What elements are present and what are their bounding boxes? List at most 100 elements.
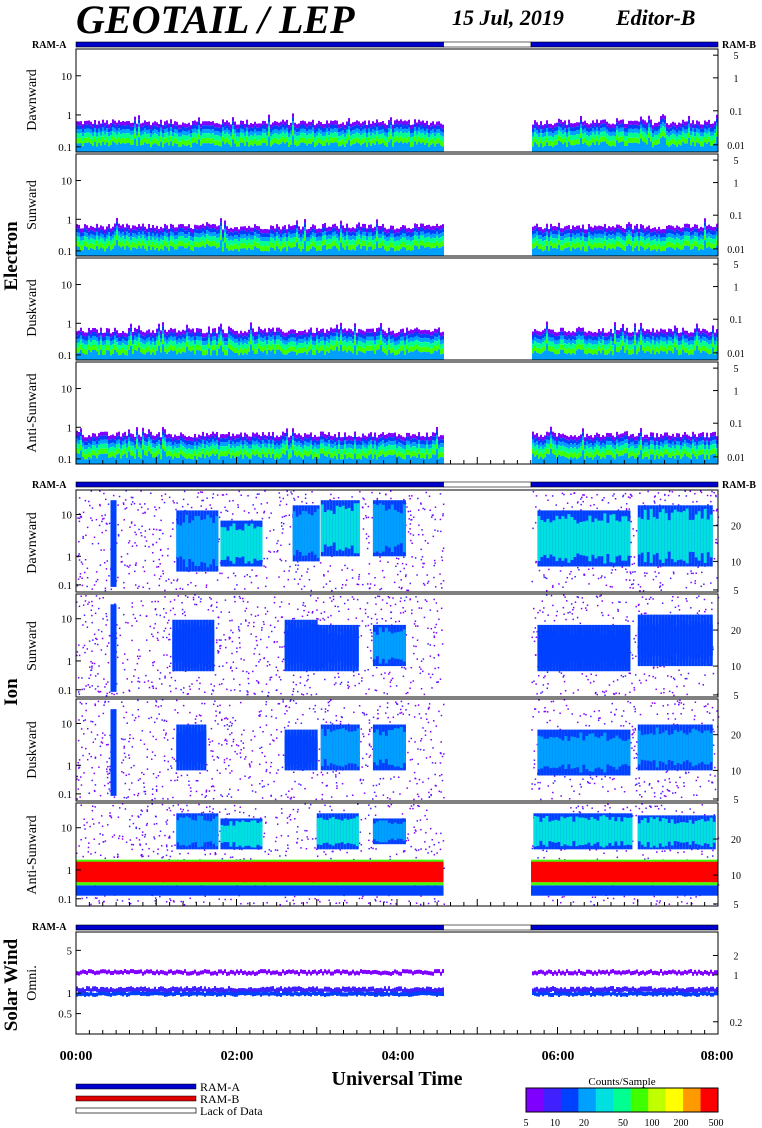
electron-right-axis-2-label-2: 0.1 xyxy=(730,315,743,326)
ion-left-axis-0-label-0: 10 xyxy=(61,509,73,521)
x-tick-label-0000: 00:00 xyxy=(60,1049,93,1064)
electron-right-axis-3-label-1: 1 xyxy=(734,387,739,398)
electron-panel-2-frame xyxy=(75,257,719,361)
ion-right-axis-1-label-2: 5 xyxy=(734,691,739,702)
ion-panel-0-frame xyxy=(75,489,719,593)
ion-right-axis-1-label-0: 20 xyxy=(731,626,741,637)
ion-left-axis-3-label-0: 10 xyxy=(61,823,73,835)
x-tick-label-0200: 02:00 xyxy=(221,1049,254,1064)
ram-a-label-top: RAM-A xyxy=(32,40,67,51)
electron-left-axis-0-label-0: 10 xyxy=(61,71,73,83)
panel-label-ion-antisunward: Anti-Sunward xyxy=(25,815,40,894)
panel-label-solar-wind-omni: Omni. xyxy=(25,965,40,1000)
ram-bar-ion-segment-2 xyxy=(530,481,719,488)
ion-left-axis-3-label-1: 1 xyxy=(67,865,73,877)
solar-wind-right-axis-label-1: 1 xyxy=(734,971,739,982)
ion-right-axis-0-label-2: 5 xyxy=(734,586,739,597)
ram-b-label-mid: RAM-B xyxy=(722,480,756,491)
ion-left-axis-3-label-2: 0.1 xyxy=(58,894,72,906)
electron-right-axis-3-label-2: 0.1 xyxy=(730,419,743,430)
electron-right-axis-3-label-0: 5 xyxy=(734,364,739,375)
electron-right-axis-1-label-3: 0.01 xyxy=(727,245,745,256)
colorbar-tick-200: 200 xyxy=(674,1118,689,1128)
electron-left-axis-2-label-0: 10 xyxy=(61,280,73,292)
ion-right-axis-2-label-2: 5 xyxy=(734,795,739,806)
electron-left-axis-2-label-2: 0.1 xyxy=(58,350,72,362)
solar-wind-spectrogram xyxy=(76,969,718,997)
ion-right-axis-1-label-1: 10 xyxy=(731,662,741,673)
ram-b-label-top: RAM-B xyxy=(722,40,756,51)
panel-label-ion-sunward: Sunward xyxy=(25,621,40,671)
electron-left-axis-1-label-1: 1 xyxy=(67,214,73,226)
colorbar-tick-20: 20 xyxy=(579,1118,589,1128)
plot-editor: Editor-B xyxy=(615,5,695,30)
x-tick-label-0800: 08:00 xyxy=(701,1049,734,1064)
legend-ram-b-label: RAM-B xyxy=(200,1092,239,1106)
group-label-ion: Ion xyxy=(1,678,22,706)
electron-left-axis-3-label-0: 10 xyxy=(61,384,73,396)
electron-panel-1-frame xyxy=(75,153,719,257)
ion-right-axis-0-label-0: 20 xyxy=(731,522,741,533)
ion-left-axis-2-label-0: 10 xyxy=(61,718,73,730)
colorbar-step-0 xyxy=(526,1088,544,1112)
electron-left-axis-3-label-2: 0.1 xyxy=(58,454,72,466)
electron-right-axis-0-label-3: 0.01 xyxy=(727,141,745,152)
plot-date: 15 Jul, 2019 xyxy=(452,5,564,30)
ion-left-axis-0-label-2: 0.1 xyxy=(58,580,72,592)
solar-wind-left-axis-label-1: 1 xyxy=(67,988,73,1000)
electron-right-axis-0-label-1: 1 xyxy=(734,74,739,85)
legend-lack-label: Lack of Data xyxy=(200,1104,263,1118)
group-label-electron: Electron xyxy=(1,221,22,291)
electron-right-axis-1-label-0: 5 xyxy=(734,156,739,167)
electron-right-axis-1-label-1: 1 xyxy=(734,179,739,190)
ram-bar-solar-wind-segment-0 xyxy=(75,924,444,931)
electron-left-axis-0-label-2: 0.1 xyxy=(58,142,72,154)
electron-right-axis-0-label-0: 5 xyxy=(734,51,739,62)
ion-left-axis-1-label-1: 1 xyxy=(67,656,73,668)
colorbar-step-5 xyxy=(613,1088,632,1112)
colorbar-step-7 xyxy=(648,1088,667,1112)
ram-bar-electron-segment-2 xyxy=(530,41,719,48)
ion-right-axis-3-label-0: 20 xyxy=(731,835,741,846)
x-axis-label: Universal Time xyxy=(332,1068,463,1090)
ion-left-axis-2-label-2: 0.1 xyxy=(58,789,72,801)
ion-left-axis-2-label-1: 1 xyxy=(67,760,73,772)
ram-a-label-sw: RAM-A xyxy=(32,922,67,933)
colorbar-title: Counts/Sample xyxy=(588,1076,655,1088)
ion-right-axis-3-label-1: 10 xyxy=(731,871,741,882)
ion-spectrogram-1 xyxy=(76,594,720,697)
electron-left-axis-3-label-1: 1 xyxy=(67,422,73,434)
legend-ram-a-label: RAM-A xyxy=(200,1080,240,1094)
electron-right-axis-1-label-2: 0.1 xyxy=(730,211,743,222)
solar-wind-left-axis-label-2: 0.5 xyxy=(58,1009,72,1021)
ion-panel-1-frame xyxy=(75,593,719,698)
ram-bar-electron-segment-0 xyxy=(75,41,444,48)
colorbar-step-3 xyxy=(578,1088,597,1112)
ram-bar-electron-segment-1 xyxy=(443,41,532,48)
ion-right-axis-3-label-2: 5 xyxy=(734,900,739,911)
colorbar-step-9 xyxy=(683,1088,702,1112)
colorbar-tick-500: 500 xyxy=(709,1118,724,1128)
colorbar-step-8 xyxy=(665,1088,684,1112)
colorbar-step-6 xyxy=(630,1088,649,1112)
group-label-solar-wind: Solar Wind xyxy=(1,938,22,1031)
electron-right-axis-2-label-3: 0.01 xyxy=(727,349,745,360)
panel-label-electron-duskward: Duskward xyxy=(25,279,40,337)
colorbar-tick-10: 10 xyxy=(550,1118,560,1128)
panel-label-electron-sunward: Sunward xyxy=(25,180,40,230)
solar-wind-left-axis-label-0: 5 xyxy=(67,945,73,957)
electron-left-axis-0-label-1: 1 xyxy=(67,110,73,122)
electron-right-axis-2-label-1: 1 xyxy=(734,283,739,294)
ion-spectrogram-0 xyxy=(76,490,720,592)
electron-spectrogram-2 xyxy=(76,321,718,360)
colorbar-tick-5: 5 xyxy=(524,1118,529,1128)
x-tick-label-0600: 06:00 xyxy=(542,1049,575,1064)
legend-ram-b-swatch xyxy=(75,1095,197,1102)
electron-spectrogram-0 xyxy=(76,113,718,152)
ram-a-label-mid: RAM-A xyxy=(32,480,67,491)
ion-panel-2-frame xyxy=(75,698,719,802)
ram-bar-ion-segment-0 xyxy=(75,481,444,488)
electron-right-axis-3-label-3: 0.01 xyxy=(727,453,745,464)
ion-right-axis-2-label-1: 10 xyxy=(731,766,741,777)
